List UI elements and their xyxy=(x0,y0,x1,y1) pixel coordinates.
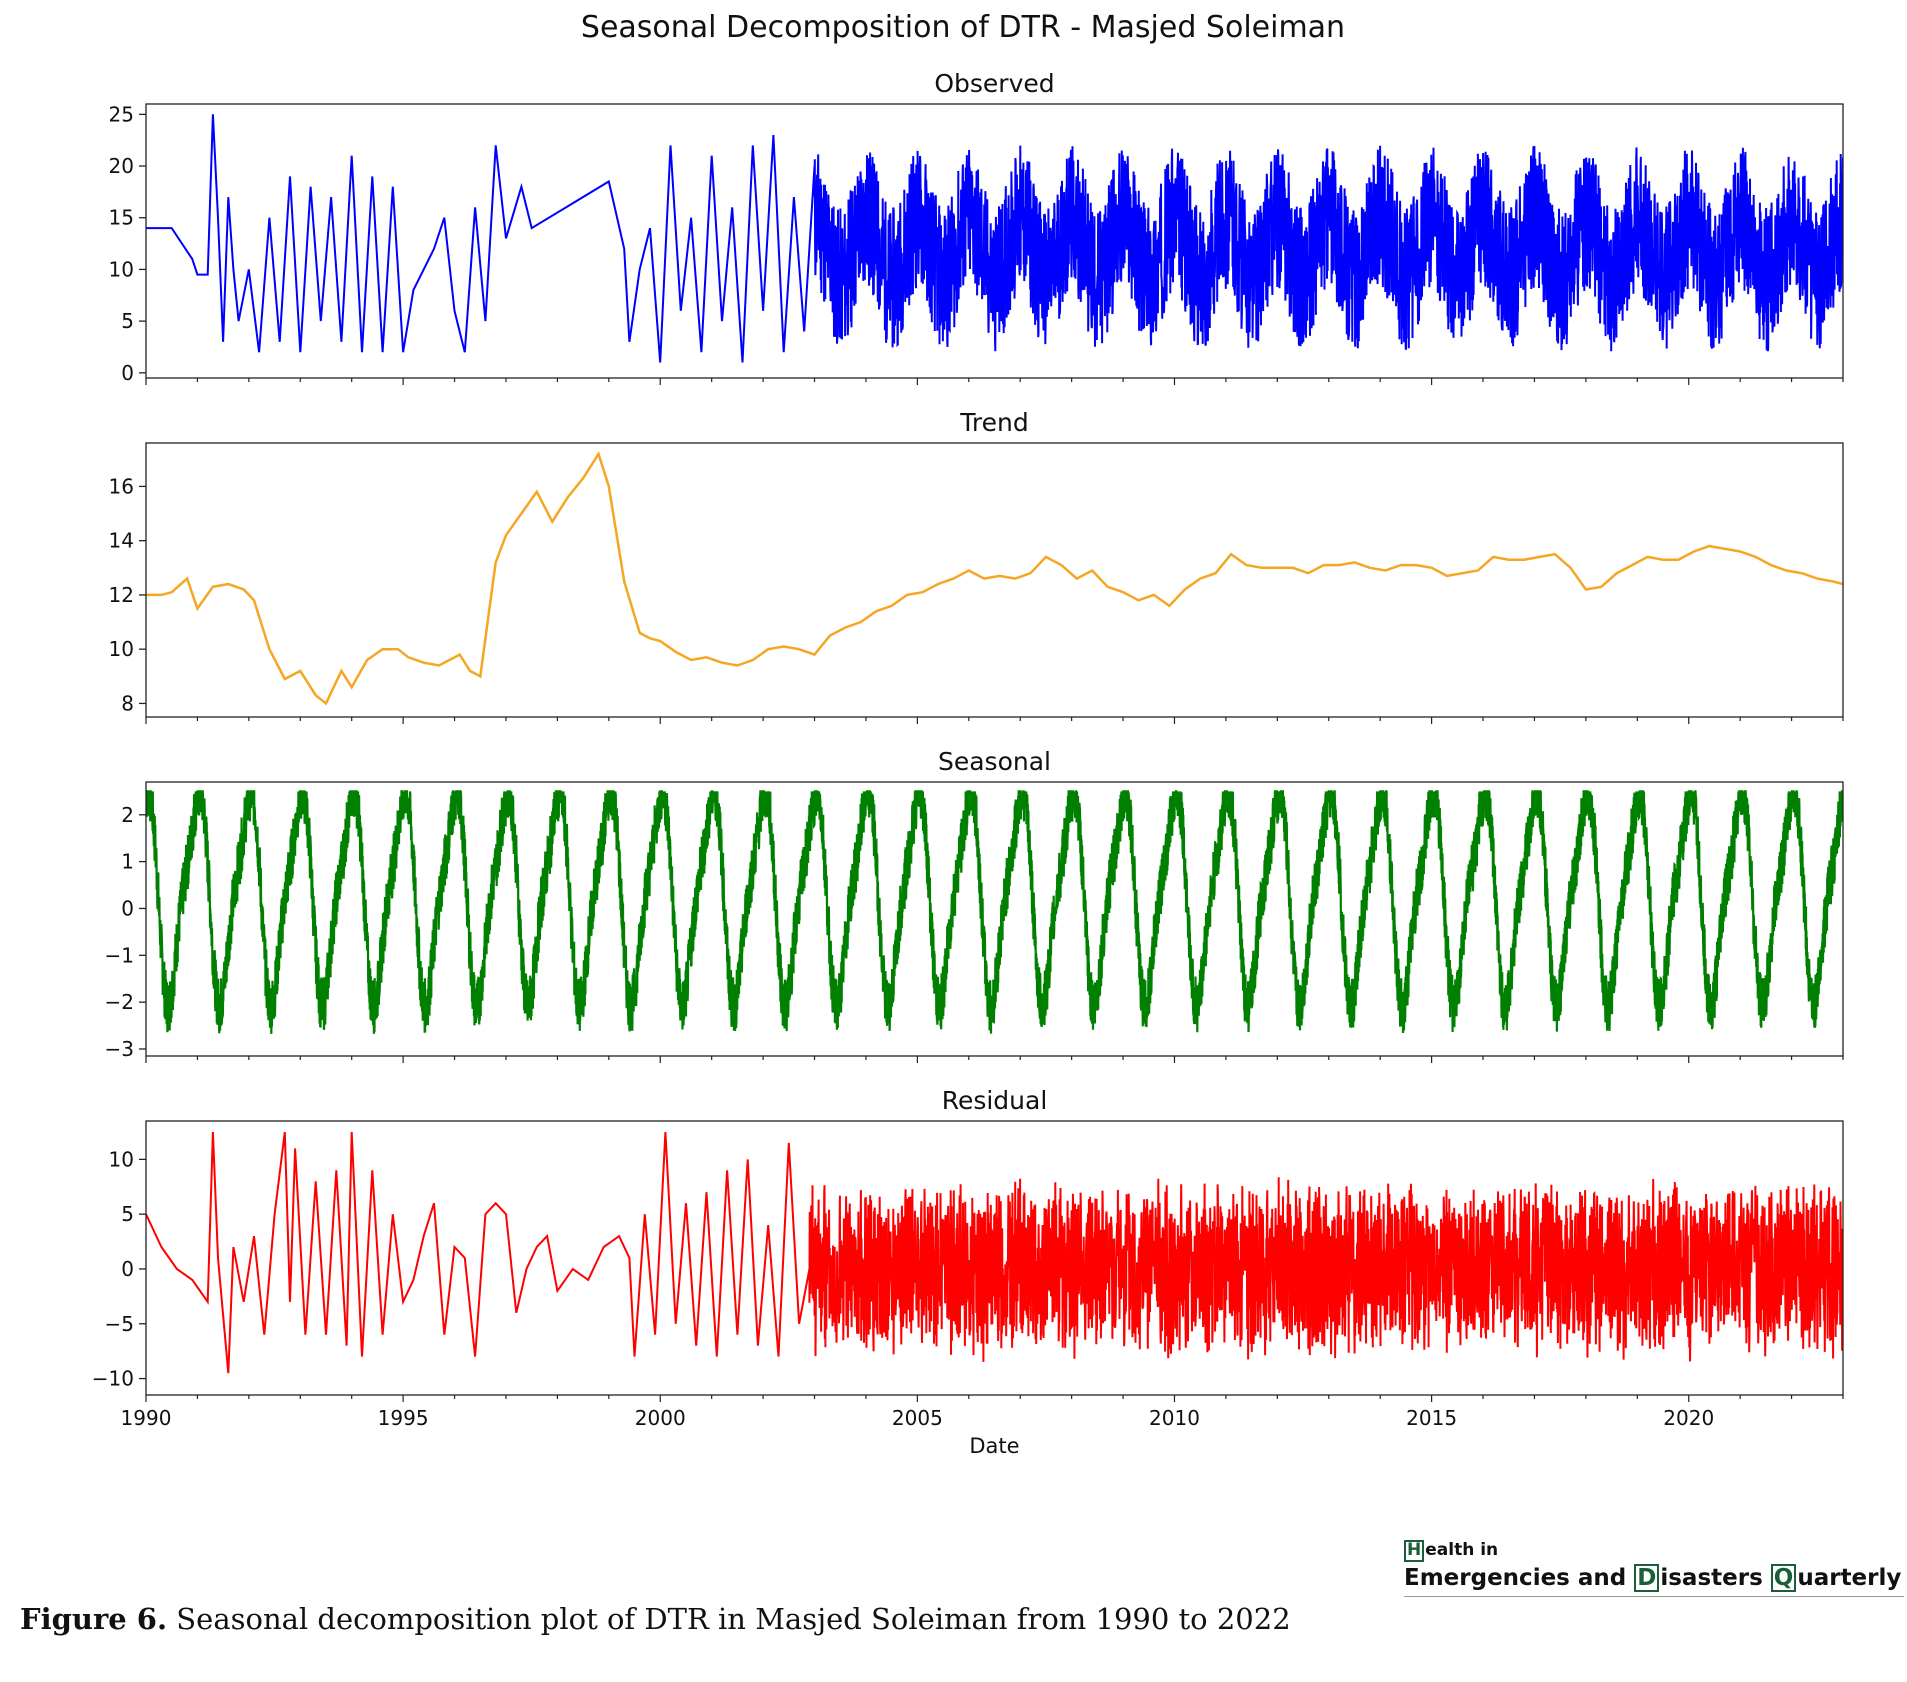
y-tick-label: 20 xyxy=(109,154,134,178)
y-tick-label: 10 xyxy=(109,257,134,281)
panel-trend: Trend 8 10 12 14 16 xyxy=(109,408,1844,724)
panel-title: Seasonal xyxy=(938,747,1051,776)
y-tick-label: 5 xyxy=(121,1202,134,1226)
y-tick-label: −3 xyxy=(105,1037,134,1061)
y-tick-label: 14 xyxy=(109,529,134,553)
logo-word-emergencies: Emergencies and xyxy=(1404,1564,1635,1591)
y-tick-label: 0 xyxy=(121,1257,134,1281)
y-tick-label: 0 xyxy=(121,896,134,920)
x-tick-label: 2015 xyxy=(1406,1406,1457,1430)
y-tick-label: −1 xyxy=(105,943,134,967)
axes-frame xyxy=(145,442,1844,718)
panel-observed: Observed 0 5 10 15 20 25 xyxy=(109,69,1844,385)
x-tick-label: 1990 xyxy=(121,1406,172,1430)
logo-rule xyxy=(1404,1595,1904,1597)
y-tick-label: −5 xyxy=(105,1312,134,1336)
residual-dense-line xyxy=(808,1177,1843,1362)
figure-caption: Figure 6. Seasonal decomposition plot of… xyxy=(20,1602,1291,1636)
y-tick-label: 5 xyxy=(121,309,134,333)
axes-frame xyxy=(145,781,1844,1057)
y-tick-label: 10 xyxy=(109,1147,134,1171)
x-tick-label: 2020 xyxy=(1663,1406,1714,1430)
axes-frame xyxy=(145,1120,1844,1396)
y-tick-label: 25 xyxy=(109,102,134,126)
caption-label: Figure 6. xyxy=(20,1602,168,1636)
panel-title: Observed xyxy=(934,69,1054,98)
logo-box-letter-d: D xyxy=(1634,1563,1660,1592)
panel-residual: Residual −10 −5 0 5 10 1990 1995 2000 2005 2010 201… xyxy=(92,1086,1844,1458)
series-line xyxy=(146,114,1843,363)
data-line xyxy=(146,114,816,363)
y-tick-label: 8 xyxy=(121,691,134,715)
series-line xyxy=(146,790,1843,1035)
logo-word-disasters: isasters xyxy=(1660,1564,1771,1591)
y-tick-label: 1 xyxy=(121,850,134,874)
logo-box-letter-h: H xyxy=(1404,1540,1425,1562)
axes-frame xyxy=(145,103,1844,379)
series-line xyxy=(146,1131,1843,1374)
x-tick-label: 1995 xyxy=(378,1406,429,1430)
x-axis-label: Date xyxy=(969,1434,1019,1458)
x-tick-label: 2005 xyxy=(892,1406,943,1430)
series-line xyxy=(146,450,1843,706)
y-tick-label: −10 xyxy=(92,1367,134,1391)
x-tick-label: 2010 xyxy=(1149,1406,1200,1430)
y-tick-label: 2 xyxy=(121,803,134,827)
y-tick-label: 10 xyxy=(109,637,134,661)
figure-suptitle: Seasonal Decomposition of DTR - Masjed S… xyxy=(581,10,1345,45)
logo-box-letter-q: Q xyxy=(1770,1563,1797,1592)
caption-text: Seasonal decomposition plot of DTR in Ma… xyxy=(167,1602,1291,1636)
y-tick-label: 15 xyxy=(109,206,134,230)
logo-word-quarterly: uarterly xyxy=(1797,1564,1902,1591)
panel-title: Residual xyxy=(942,1086,1048,1115)
seasonal-line xyxy=(146,790,1843,1035)
y-tick-label: 16 xyxy=(109,474,134,498)
observed-dense-line xyxy=(813,145,1843,352)
panel-seasonal: Seasonal −3 −2 −1 0 1 2 xyxy=(105,747,1844,1063)
y-tick-label: 0 xyxy=(121,361,134,385)
data-line xyxy=(146,1131,811,1374)
logo-line-1-text: ealth in xyxy=(1425,1540,1499,1560)
y-tick-label: −2 xyxy=(105,990,134,1014)
panel-title: Trend xyxy=(959,408,1028,437)
x-tick-label: 2000 xyxy=(635,1406,686,1430)
data-line xyxy=(146,450,1843,706)
y-tick-label: 12 xyxy=(109,583,134,607)
